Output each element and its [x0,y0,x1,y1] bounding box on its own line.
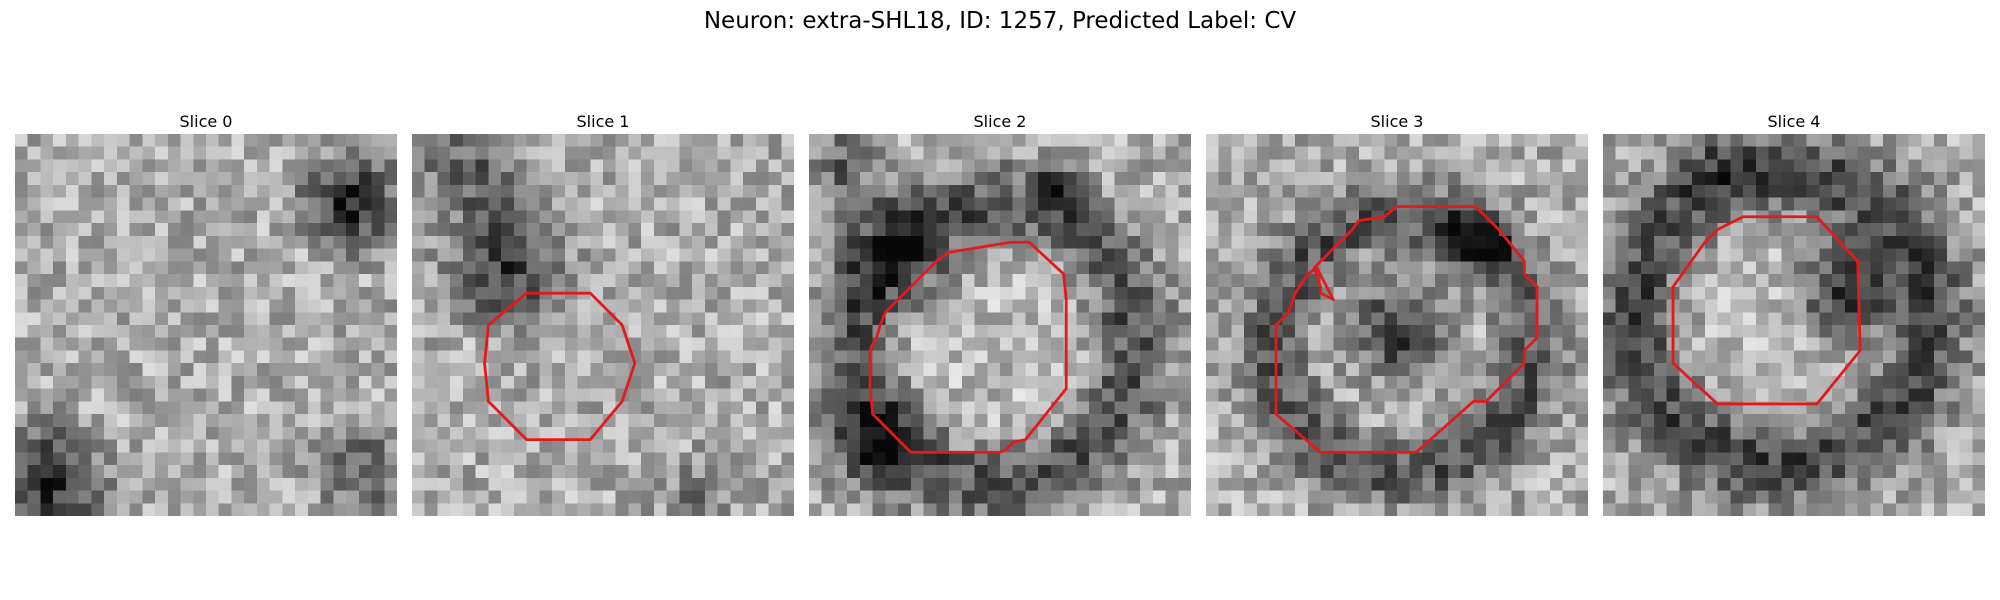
roi-contour [1671,215,1862,406]
roi-contour [868,240,1068,454]
slice-panel-1: Slice 1 [412,110,794,516]
slice-panel-2: Slice 2 [809,110,1191,516]
roi-contour [483,291,637,442]
slice-title: Slice 4 [1767,112,1821,131]
slice-panel-3: Slice 3 [1206,110,1588,516]
slice-title: Slice 2 [973,112,1027,131]
slice-panel-0: Slice 0 [15,110,397,516]
slice-pixels [412,134,794,516]
slice-title: Slice 3 [1370,112,1424,131]
figure-title: Neuron: extra-SHL18, ID: 1257, Predicted… [703,8,1297,34]
roi-contour [1274,205,1539,454]
slice-image [1206,134,1588,516]
slice-pixels [15,134,397,516]
slice-pixels [1206,134,1588,516]
slice-panel-4: Slice 4 [1603,110,1985,516]
slice-title: Slice 0 [179,112,233,131]
slice-image [15,134,397,516]
slice-pixels [809,134,1191,516]
slice-image [809,134,1191,516]
slice-pixels [1603,134,1985,516]
slice-title: Slice 1 [576,112,630,131]
slice-image [412,134,794,516]
slice-image [1603,134,1985,516]
